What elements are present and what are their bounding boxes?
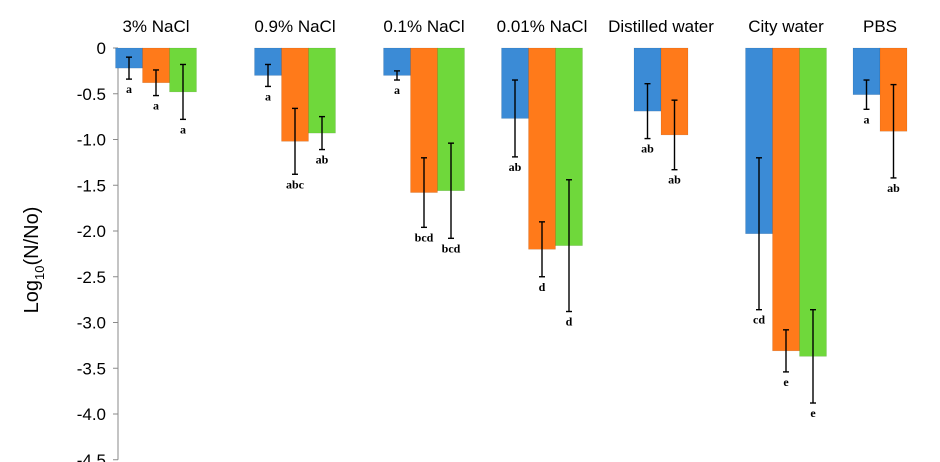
significance-label: bcd — [415, 230, 434, 244]
bar — [799, 47, 827, 357]
bar-group: a ab — [852, 47, 908, 195]
significance-label: a — [126, 82, 132, 96]
category-label: 0.1% NaCl — [383, 17, 464, 36]
y-tick-label: -2.0 — [77, 222, 106, 241]
significance-label: ab — [509, 160, 522, 174]
bar-group: ab d d — [501, 47, 583, 329]
y-tick-label: -3.5 — [77, 359, 106, 378]
significance-label: ab — [316, 153, 329, 167]
significance-label: e — [783, 375, 789, 389]
significance-label: d — [566, 315, 573, 329]
significance-label: bcd — [442, 241, 461, 255]
significance-label: ab — [668, 173, 681, 187]
y-tick-label: -0.5 — [77, 85, 106, 104]
y-tick-label: -1.5 — [77, 176, 106, 195]
y-tick-label: -1.0 — [77, 131, 106, 150]
y-axis-label-base: Log — [21, 280, 43, 313]
significance-label: e — [810, 406, 816, 420]
significance-label: abc — [286, 177, 305, 191]
y-axis-label-subscript: 10 — [32, 266, 47, 280]
significance-label: a — [864, 112, 870, 126]
y-axis: 0 -0.5 -1.0 -1.5 -2.0 -2.5 -3.0 -3.5 -4.0 -4.5 — [77, 39, 119, 462]
bar-group: a a a — [115, 47, 197, 136]
y-tick-label: -4.5 — [77, 451, 106, 462]
significance-label: ab — [887, 181, 900, 195]
category-label: 0.01% NaCl — [497, 17, 588, 36]
bar — [772, 47, 800, 352]
category-label: 0.9% NaCl — [254, 17, 335, 36]
category-label: 3% NaCl — [122, 17, 189, 36]
bar-group: cd e e — [745, 47, 827, 420]
significance-label: a — [153, 99, 159, 113]
y-axis-label: Log10(N/No) — [21, 207, 47, 314]
y-tick-label: -4.0 — [77, 405, 106, 424]
category-labels: 3% NaCl 0.9% NaCl 0.1% NaCl 0.01% NaCl Disti… — [122, 17, 897, 36]
category-label: City water — [748, 17, 824, 36]
y-axis-label-rest: (N/No) — [21, 207, 43, 266]
significance-label: a — [265, 89, 271, 103]
category-label: PBS — [863, 17, 897, 36]
bar — [528, 47, 556, 250]
significance-label: cd — [753, 313, 765, 327]
y-tick-label: -3.0 — [77, 314, 106, 333]
category-label: Distilled water — [608, 17, 714, 36]
significance-label: a — [394, 83, 400, 97]
significance-label: a — [180, 122, 186, 136]
y-tick-label: -2.5 — [77, 268, 106, 287]
bar-group: ab ab — [633, 47, 689, 187]
y-tick-label: 0 — [97, 39, 106, 58]
significance-label: d — [539, 280, 546, 294]
significance-label: ab — [641, 142, 654, 156]
